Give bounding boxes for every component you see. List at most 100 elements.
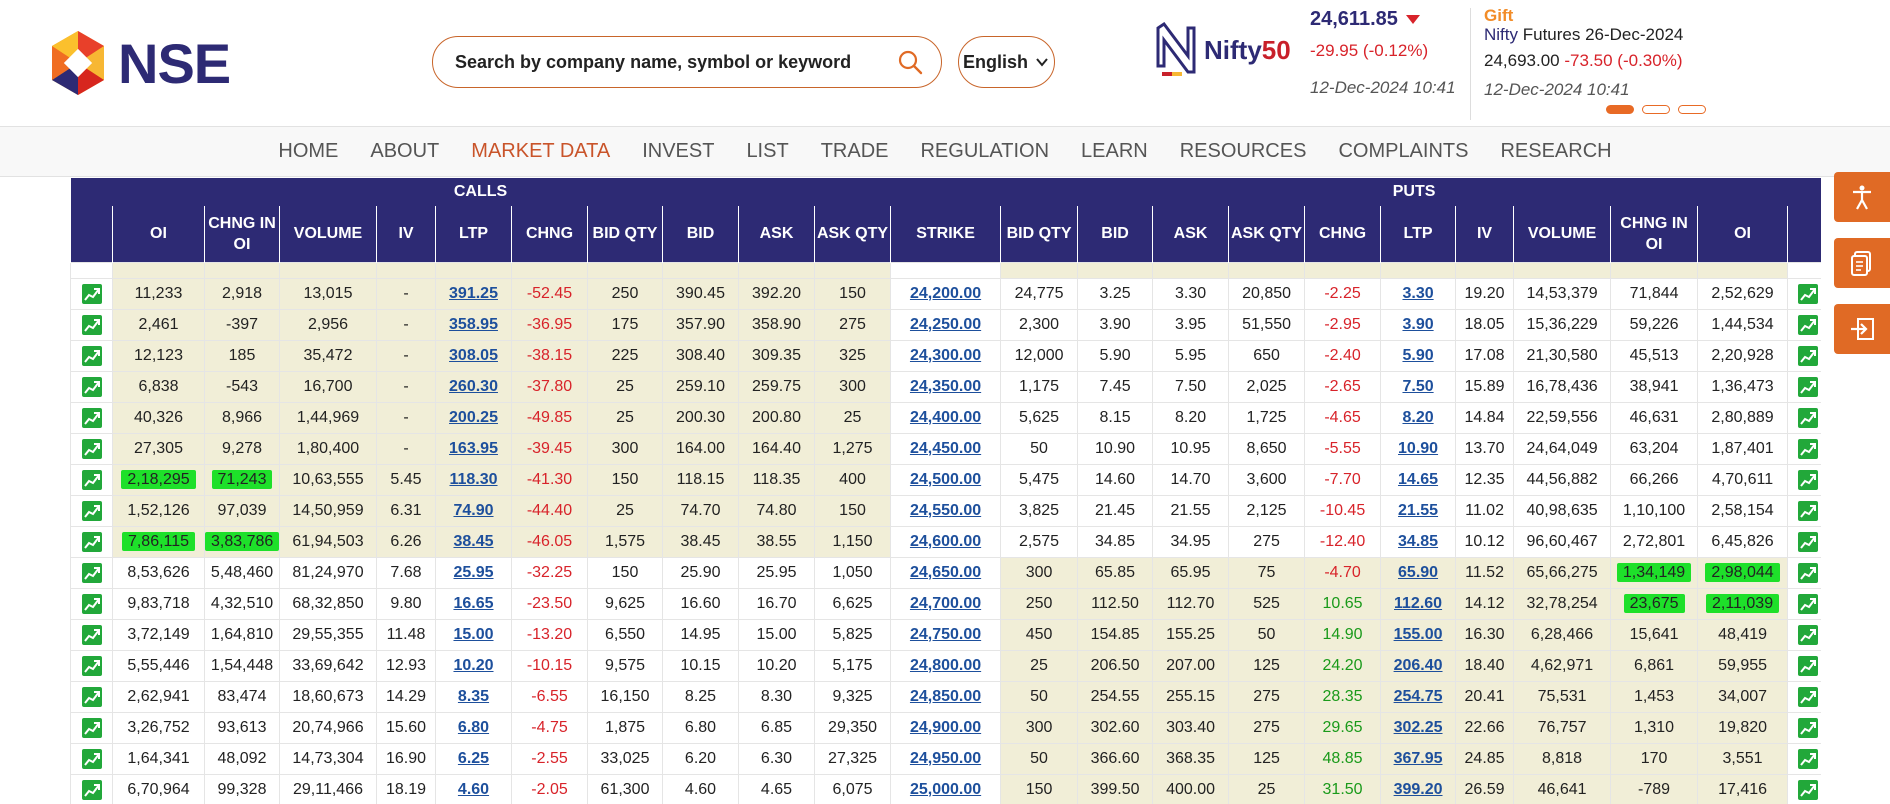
put-ltp[interactable]: 302.25 xyxy=(1393,718,1443,736)
column-header-ask-qty[interactable]: ASK QTY xyxy=(813,206,891,262)
call-ltp-cell[interactable]: 200.25 xyxy=(435,401,512,434)
put-ltp[interactable]: 14.65 xyxy=(1398,470,1439,488)
chart-icon[interactable] xyxy=(81,345,102,366)
column-header-volume[interactable]: VOLUME xyxy=(1513,206,1611,262)
put-ltp-cell[interactable]: 7.50 xyxy=(1380,370,1457,403)
put-ltp-cell[interactable]: 8.20 xyxy=(1380,401,1457,434)
put-ltp[interactable]: 155.00 xyxy=(1393,625,1443,643)
call-ltp[interactable]: 358.95 xyxy=(449,315,498,333)
call-ltp-cell[interactable]: 16.65 xyxy=(435,587,512,620)
chart-icon[interactable] xyxy=(81,376,102,397)
put-ltp[interactable]: 254.75 xyxy=(1393,687,1443,705)
call-ltp-cell[interactable]: 15.00 xyxy=(435,618,512,651)
chart-icon[interactable] xyxy=(81,407,102,428)
call-ltp[interactable]: 15.00 xyxy=(453,625,494,643)
chart-icon[interactable] xyxy=(1797,562,1818,583)
chart-icon[interactable] xyxy=(1797,438,1818,459)
copy-button[interactable] xyxy=(1834,238,1890,288)
nav-item-regulation[interactable]: REGULATION xyxy=(920,140,1050,162)
put-ltp-cell[interactable]: 5.90 xyxy=(1380,339,1457,372)
call-ltp-cell[interactable]: 163.95 xyxy=(435,432,512,465)
strike-cell[interactable]: 24,650.00 xyxy=(890,556,1002,589)
strike-price-link[interactable]: 24,600.00 xyxy=(909,532,982,550)
call-ltp-cell[interactable]: 260.30 xyxy=(435,370,512,403)
put-ltp[interactable]: 399.20 xyxy=(1393,780,1443,798)
column-header-bid-qty[interactable]: BID QTY xyxy=(1000,206,1078,262)
put-ltp[interactable]: 65.90 xyxy=(1398,563,1439,581)
put-ltp-cell[interactable]: 367.95 xyxy=(1380,742,1457,775)
put-ltp-cell[interactable]: 3.90 xyxy=(1380,308,1457,341)
search-input[interactable] xyxy=(455,51,897,73)
chart-icon[interactable] xyxy=(1797,376,1818,397)
column-header-strike[interactable]: STRIKE xyxy=(890,206,1001,262)
chart-icon[interactable] xyxy=(1797,748,1818,769)
call-ltp-cell[interactable]: 4.60 xyxy=(435,773,512,804)
chart-icon[interactable] xyxy=(1797,469,1818,490)
column-header-iv[interactable]: IV xyxy=(376,206,436,262)
put-ltp[interactable]: 367.95 xyxy=(1393,749,1443,767)
chart-icon[interactable] xyxy=(81,562,102,583)
column-header-bid[interactable]: BID xyxy=(662,206,739,262)
chart-icon[interactable] xyxy=(81,717,102,738)
call-ltp-cell[interactable]: 6.25 xyxy=(435,742,512,775)
chart-icon[interactable] xyxy=(1797,717,1818,738)
put-ltp-cell[interactable]: 206.40 xyxy=(1380,649,1457,682)
nav-item-market-data[interactable]: MARKET DATA xyxy=(471,140,611,162)
put-ltp[interactable]: 10.90 xyxy=(1398,439,1439,457)
search-box[interactable] xyxy=(432,36,942,88)
call-ltp[interactable]: 25.95 xyxy=(453,563,494,581)
strike-price-link[interactable]: 24,250.00 xyxy=(909,315,982,333)
put-ltp-cell[interactable]: 112.60 xyxy=(1380,587,1457,620)
login-button[interactable] xyxy=(1834,304,1890,354)
nav-item-home[interactable]: HOME xyxy=(278,140,339,162)
put-ltp[interactable]: 5.90 xyxy=(1402,346,1434,364)
nav-item-invest[interactable]: INVEST xyxy=(642,140,715,162)
chart-icon[interactable] xyxy=(1797,593,1818,614)
call-ltp[interactable]: 163.95 xyxy=(449,439,498,457)
chart-icon[interactable] xyxy=(1797,624,1818,645)
call-ltp[interactable]: 391.25 xyxy=(449,284,498,302)
put-ltp-cell[interactable]: 21.55 xyxy=(1380,494,1457,527)
chart-icon[interactable] xyxy=(1797,655,1818,676)
put-ltp[interactable]: 3.30 xyxy=(1402,284,1434,302)
nav-item-research[interactable]: RESEARCH xyxy=(1500,140,1612,162)
call-ltp[interactable]: 308.05 xyxy=(449,346,498,364)
strike-price-link[interactable]: 24,950.00 xyxy=(909,749,982,767)
chart-icon[interactable] xyxy=(81,500,102,521)
call-ltp-cell[interactable]: 391.25 xyxy=(435,277,512,310)
call-ltp-cell[interactable]: 25.95 xyxy=(435,556,512,589)
column-header-chng[interactable]: CHNG xyxy=(1304,206,1381,262)
strike-cell[interactable]: 24,800.00 xyxy=(890,649,1002,682)
call-ltp-cell[interactable]: 308.05 xyxy=(435,339,512,372)
column-header-iv[interactable]: IV xyxy=(1455,206,1514,262)
strike-price-link[interactable]: 24,400.00 xyxy=(909,408,982,426)
call-ltp[interactable]: 16.65 xyxy=(453,594,494,612)
put-ltp-cell[interactable]: 3.30 xyxy=(1380,277,1457,310)
call-ltp[interactable]: 4.60 xyxy=(457,780,490,798)
strike-price-link[interactable]: 25,000.00 xyxy=(909,780,982,798)
strike-cell[interactable]: 24,600.00 xyxy=(890,525,1002,558)
call-ltp-cell[interactable]: 8.35 xyxy=(435,680,512,713)
call-ltp[interactable]: 118.30 xyxy=(449,470,498,488)
put-ltp[interactable]: 34.85 xyxy=(1398,532,1439,550)
column-header-ask-qty[interactable]: ASK QTY xyxy=(1228,206,1305,262)
call-ltp[interactable]: 74.90 xyxy=(453,501,494,519)
column-header-oi[interactable]: OI xyxy=(112,206,205,262)
chart-icon[interactable] xyxy=(1797,283,1818,304)
call-ltp-cell[interactable]: 358.95 xyxy=(435,308,512,341)
carousel-dot[interactable] xyxy=(1606,105,1634,114)
nifty50-logo[interactable]: Nifty50 xyxy=(1152,20,1292,80)
chart-icon[interactable] xyxy=(81,314,102,335)
strike-cell[interactable]: 24,900.00 xyxy=(890,711,1002,744)
strike-cell[interactable]: 24,250.00 xyxy=(890,308,1002,341)
chart-icon[interactable] xyxy=(1797,407,1818,428)
put-ltp-cell[interactable]: 254.75 xyxy=(1380,680,1457,713)
nav-item-resources[interactable]: RESOURCES xyxy=(1179,140,1307,162)
call-ltp[interactable]: 6.80 xyxy=(457,718,490,736)
call-ltp[interactable]: 200.25 xyxy=(449,408,498,426)
column-header-ltp[interactable]: LTP xyxy=(435,206,512,262)
strike-price-link[interactable]: 24,650.00 xyxy=(909,563,982,581)
call-ltp-cell[interactable]: 118.30 xyxy=(435,463,512,496)
column-header-chng-in-oi[interactable]: CHNG IN OI xyxy=(1610,206,1698,262)
nifty-index-quote[interactable]: 24,611.85 -29.95 (-0.12%) 12-Dec-2024 10… xyxy=(1310,8,1470,98)
